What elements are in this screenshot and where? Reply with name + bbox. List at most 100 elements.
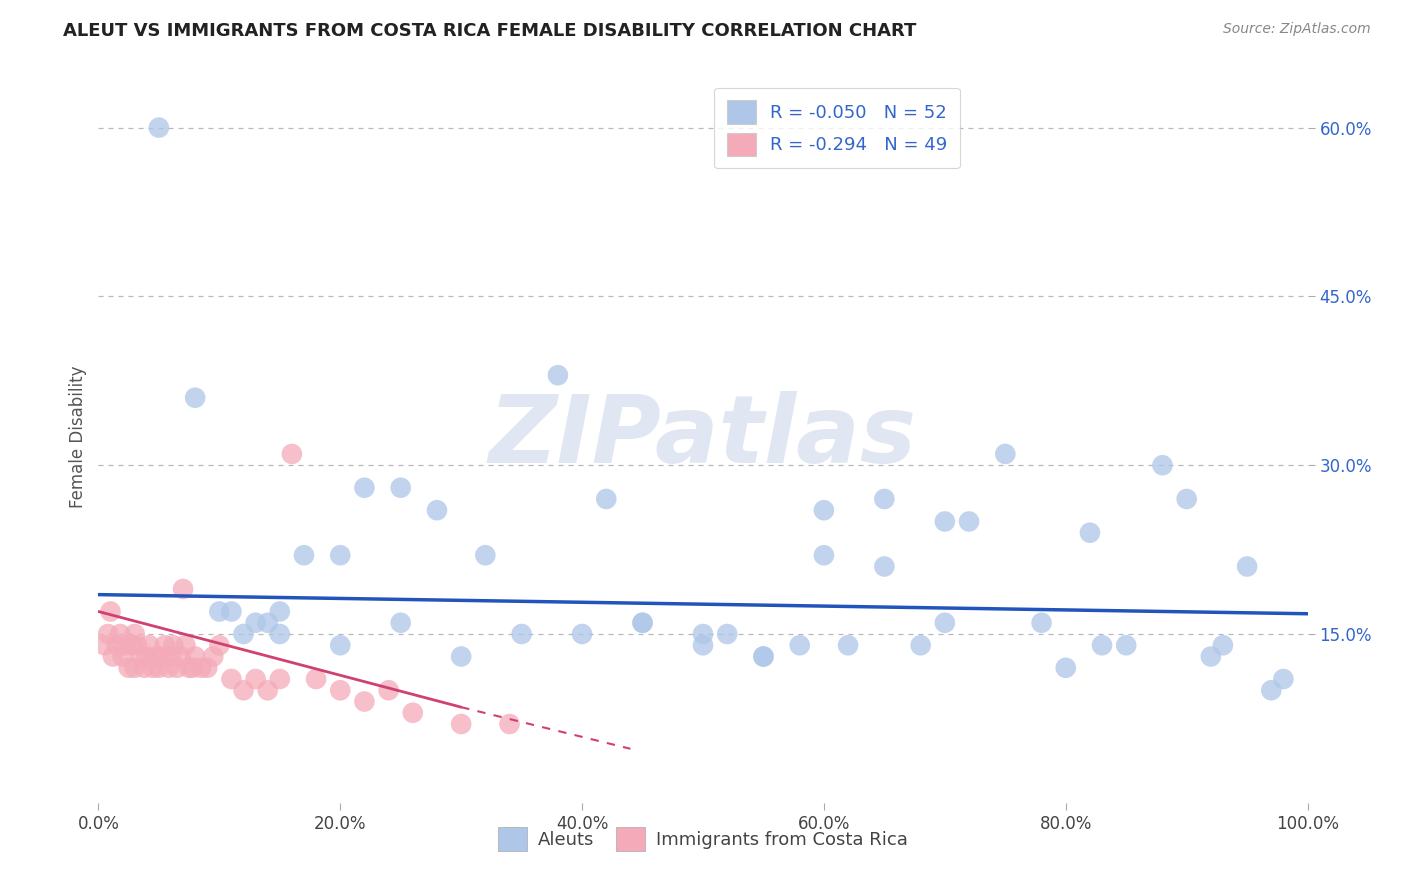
Point	[153, 638, 176, 652]
Point	[1212, 638, 1234, 652]
Point	[389, 615, 412, 630]
Point	[166, 661, 188, 675]
Point	[994, 447, 1017, 461]
Point	[1054, 661, 1077, 675]
Point	[1078, 525, 1101, 540]
Point	[752, 649, 775, 664]
Point	[256, 615, 278, 630]
Point	[127, 638, 149, 652]
Point	[498, 717, 520, 731]
Point	[100, 605, 122, 619]
Point	[934, 615, 956, 630]
Point	[1199, 649, 1222, 664]
Text: ALEUT VS IMMIGRANTS FROM COSTA RICA FEMALE DISABILITY CORRELATION CHART: ALEUT VS IMMIGRANTS FROM COSTA RICA FEMA…	[63, 22, 917, 40]
Point	[957, 515, 980, 529]
Point	[474, 548, 496, 562]
Point	[389, 481, 412, 495]
Point	[873, 559, 896, 574]
Point	[124, 661, 146, 675]
Point	[269, 627, 291, 641]
Point	[208, 605, 231, 619]
Point	[93, 638, 115, 652]
Point	[813, 548, 835, 562]
Point	[148, 120, 170, 135]
Point	[105, 638, 128, 652]
Point	[1091, 638, 1114, 652]
Point	[329, 683, 352, 698]
Point	[789, 638, 811, 652]
Point	[426, 503, 449, 517]
Point	[1272, 672, 1295, 686]
Point	[245, 672, 267, 686]
Point	[195, 661, 218, 675]
Point	[402, 706, 425, 720]
Point	[269, 605, 291, 619]
Point	[353, 481, 375, 495]
Point	[121, 638, 143, 652]
Point	[111, 649, 134, 664]
Point	[910, 638, 932, 652]
Point	[184, 649, 207, 664]
Point	[571, 627, 593, 641]
Point	[138, 638, 160, 652]
Point	[510, 627, 533, 641]
Point	[232, 683, 254, 698]
Point	[124, 627, 146, 641]
Point	[174, 638, 197, 652]
Point	[150, 649, 173, 664]
Point	[142, 661, 165, 675]
Point	[101, 649, 124, 664]
Point	[1031, 615, 1053, 630]
Point	[631, 615, 654, 630]
Point	[873, 491, 896, 506]
Point	[837, 638, 859, 652]
Point	[148, 661, 170, 675]
Point	[595, 491, 617, 506]
Point	[292, 548, 315, 562]
Point	[245, 615, 267, 630]
Point	[172, 582, 194, 596]
Point	[160, 649, 183, 664]
Point	[184, 391, 207, 405]
Point	[221, 672, 243, 686]
Point	[118, 661, 141, 675]
Point	[114, 638, 136, 652]
Point	[377, 683, 399, 698]
Point	[169, 649, 191, 664]
Point	[692, 638, 714, 652]
Point	[631, 615, 654, 630]
Point	[97, 627, 120, 641]
Point	[145, 649, 167, 664]
Point	[232, 627, 254, 641]
Point	[547, 368, 569, 383]
Point	[157, 661, 180, 675]
Point	[1236, 559, 1258, 574]
Point	[202, 649, 225, 664]
Point	[281, 447, 304, 461]
Point	[353, 694, 375, 708]
Point	[305, 672, 328, 686]
Point	[450, 649, 472, 664]
Point	[129, 649, 152, 664]
Text: ZIPatlas: ZIPatlas	[489, 391, 917, 483]
Point	[108, 627, 131, 641]
Point	[179, 661, 201, 675]
Point	[208, 638, 231, 652]
Point	[716, 627, 738, 641]
Point	[1152, 458, 1174, 473]
Point	[135, 649, 157, 664]
Y-axis label: Female Disability: Female Disability	[69, 366, 87, 508]
Point	[134, 661, 156, 675]
Point	[256, 683, 278, 698]
Point	[1115, 638, 1137, 652]
Point	[934, 515, 956, 529]
Point	[269, 672, 291, 686]
Point	[1175, 491, 1198, 506]
Point	[190, 661, 212, 675]
Point	[1260, 683, 1282, 698]
Point	[329, 638, 352, 652]
Point	[752, 649, 775, 664]
Point	[221, 605, 243, 619]
Point	[329, 548, 352, 562]
Point	[692, 627, 714, 641]
